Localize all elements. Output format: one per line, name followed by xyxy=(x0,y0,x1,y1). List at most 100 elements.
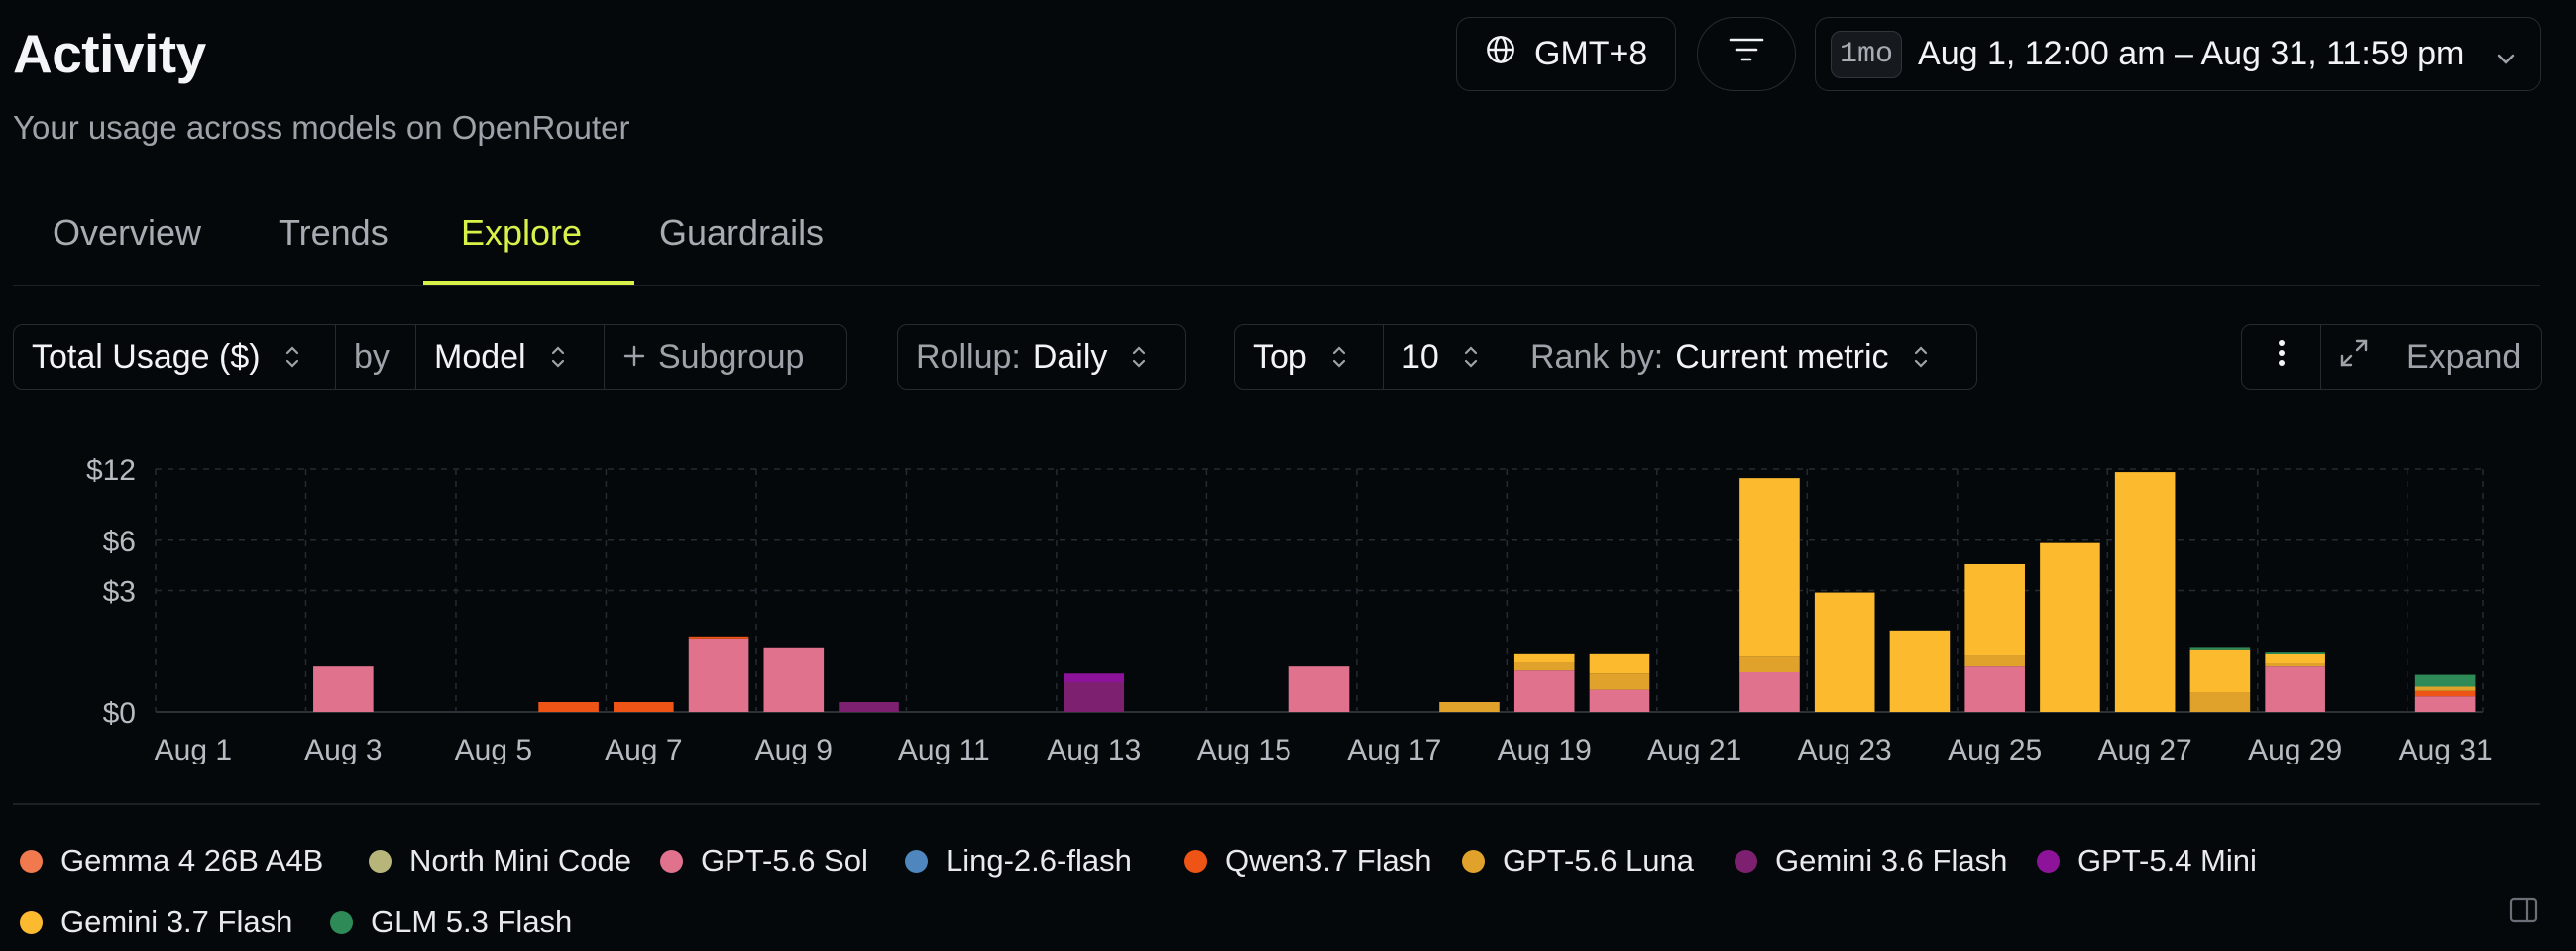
group-by-select[interactable]: Model xyxy=(416,325,605,389)
bar-segment xyxy=(2414,674,2476,687)
x-tick-label: Aug 25 xyxy=(1948,734,2042,764)
bar-segment xyxy=(1814,592,1875,712)
bar-segment xyxy=(1589,689,1650,712)
range-badge: 1mo xyxy=(1831,30,1903,78)
bar-segment xyxy=(2265,652,2325,654)
bar-segment xyxy=(1439,701,1500,712)
x-tick-label: Aug 9 xyxy=(755,734,833,764)
bar-segment xyxy=(2040,542,2100,712)
timezone-label: GMT+8 xyxy=(1534,35,1648,72)
more-vertical-icon xyxy=(2278,338,2286,377)
top-count-value: 10 xyxy=(1401,337,1439,376)
legend-item[interactable]: GPT-5.6 Sol xyxy=(660,843,868,879)
bar-segment xyxy=(1513,670,1575,712)
tab-explore[interactable]: Explore xyxy=(461,212,583,253)
legend-swatch xyxy=(369,849,392,873)
date-range-picker[interactable]: 1mo Aug 1, 12:00 am – Aug 31, 11:59 pm xyxy=(1815,17,2541,91)
top-select[interactable]: Top xyxy=(1235,325,1384,389)
top-label: Top xyxy=(1253,337,1307,376)
add-subgroup-button[interactable]: Subgroup xyxy=(605,325,846,389)
legend-item[interactable]: Qwen3.7 Flash xyxy=(1184,843,1432,879)
bar-segment xyxy=(1889,630,1951,712)
rollup-label: Rollup: xyxy=(916,337,1021,376)
bar-segment xyxy=(313,666,374,712)
timezone-button[interactable]: GMT+8 xyxy=(1456,17,1676,91)
globe-icon xyxy=(1485,34,1516,74)
legend-item[interactable]: North Mini Code xyxy=(369,843,631,879)
x-tick-label: Aug 15 xyxy=(1197,734,1291,764)
tab-trends[interactable]: Trends xyxy=(279,212,389,253)
bar-segment xyxy=(2189,649,2251,692)
x-tick-label: Aug 29 xyxy=(2248,734,2342,764)
legend-swatch xyxy=(20,910,43,934)
chevron-down-icon xyxy=(2495,40,2517,78)
x-tick-label: Aug 23 xyxy=(1798,734,1892,764)
legend-label: GPT-5.6 Sol xyxy=(701,843,868,878)
rollup-select[interactable]: Rollup: Daily xyxy=(898,325,1185,389)
legend-item[interactable]: GPT-5.6 Luna xyxy=(1462,843,1694,879)
x-tick-label: Aug 21 xyxy=(1647,734,1741,764)
bar-segment xyxy=(2265,654,2325,663)
x-tick-label: Aug 19 xyxy=(1498,734,1592,764)
more-options-button[interactable] xyxy=(2242,325,2321,389)
legend-item[interactable]: Ling-2.6-flash xyxy=(905,843,1132,879)
legend-label: GPT-5.6 Luna xyxy=(1503,843,1695,878)
bar-segment xyxy=(1513,661,1575,671)
y-tick-label: $6 xyxy=(103,526,136,558)
tab-overview[interactable]: Overview xyxy=(53,212,202,253)
bar-segment xyxy=(1964,666,2025,712)
filter-button[interactable] xyxy=(1697,17,1796,91)
metric-select[interactable]: Total Usage ($) xyxy=(14,325,336,389)
legend-swatch xyxy=(1462,849,1485,873)
bar-segment xyxy=(2414,686,2476,691)
rank-by-label: Rank by: xyxy=(1530,337,1664,376)
bar-segment xyxy=(2265,666,2325,712)
expand-label: Expand xyxy=(2407,337,2521,376)
x-tick-label: Aug 31 xyxy=(2399,734,2493,764)
bar-segment xyxy=(1064,673,1125,682)
group-by-value: Model xyxy=(434,337,526,376)
chevron-updown-icon xyxy=(282,342,302,372)
rank-by-select[interactable]: Rank by: Current metric xyxy=(1512,325,1976,389)
legend-item[interactable]: GPT-5.4 Mini xyxy=(2037,843,2257,879)
chevron-updown-icon xyxy=(548,342,568,372)
rollup-control: Rollup: Daily xyxy=(897,324,1186,390)
top-count-select[interactable]: 10 xyxy=(1384,325,1512,389)
bar-segment xyxy=(763,647,825,712)
legend-label: GPT-5.4 Mini xyxy=(2077,843,2257,878)
by-label: by xyxy=(336,325,416,389)
legend-divider xyxy=(13,803,2540,805)
x-tick-label: Aug 7 xyxy=(605,734,682,764)
tab-guardrails[interactable]: Guardrails xyxy=(659,212,825,253)
legend-label: Qwen3.7 Flash xyxy=(1225,843,1432,878)
legend-swatch xyxy=(330,910,353,934)
x-tick-label: Aug 13 xyxy=(1047,734,1141,764)
bar-segment xyxy=(538,701,599,712)
bar-segment xyxy=(614,701,674,712)
bar-segment xyxy=(1288,666,1350,712)
sidebar-panel-icon[interactable] xyxy=(2509,897,2538,928)
legend-label: Gemma 4 26B A4B xyxy=(60,843,324,878)
page-title: Activity xyxy=(13,23,206,84)
bar-segment xyxy=(1739,478,1800,657)
bar-segment xyxy=(2114,472,2176,712)
expand-button[interactable]: Expand xyxy=(2321,325,2541,389)
bar-segment xyxy=(1513,653,1575,662)
legend-swatch xyxy=(20,849,43,873)
page-subtitle: Your usage across models on OpenRouter xyxy=(13,109,630,146)
bar-segment xyxy=(2265,663,2325,667)
legend-item[interactable]: Gemini 3.7 Flash xyxy=(20,904,292,940)
legend-label: Gemini 3.6 Flash xyxy=(1775,843,2008,878)
legend-item[interactable]: GLM 5.3 Flash xyxy=(330,904,572,940)
x-tick-label: Aug 5 xyxy=(455,734,532,764)
usage-chart-svg: $0 $3 $6 $12 Aug 1 Aug 3 Aug 5 Aug 7 Aug 9 Aug 11… xyxy=(86,454,2493,767)
legend-label: North Mini Code xyxy=(409,843,631,878)
chevron-updown-icon xyxy=(1911,342,1931,372)
legend-item[interactable]: Gemma 4 26B A4B xyxy=(20,843,323,879)
y-tick-label: $12 xyxy=(86,454,136,487)
legend-item[interactable]: Gemini 3.6 Flash xyxy=(1735,843,2007,879)
bar-segment xyxy=(1964,563,2025,656)
rank-by-value: Current metric xyxy=(1675,337,1889,376)
bar-segment xyxy=(1739,656,1800,672)
legend-swatch xyxy=(660,849,683,873)
